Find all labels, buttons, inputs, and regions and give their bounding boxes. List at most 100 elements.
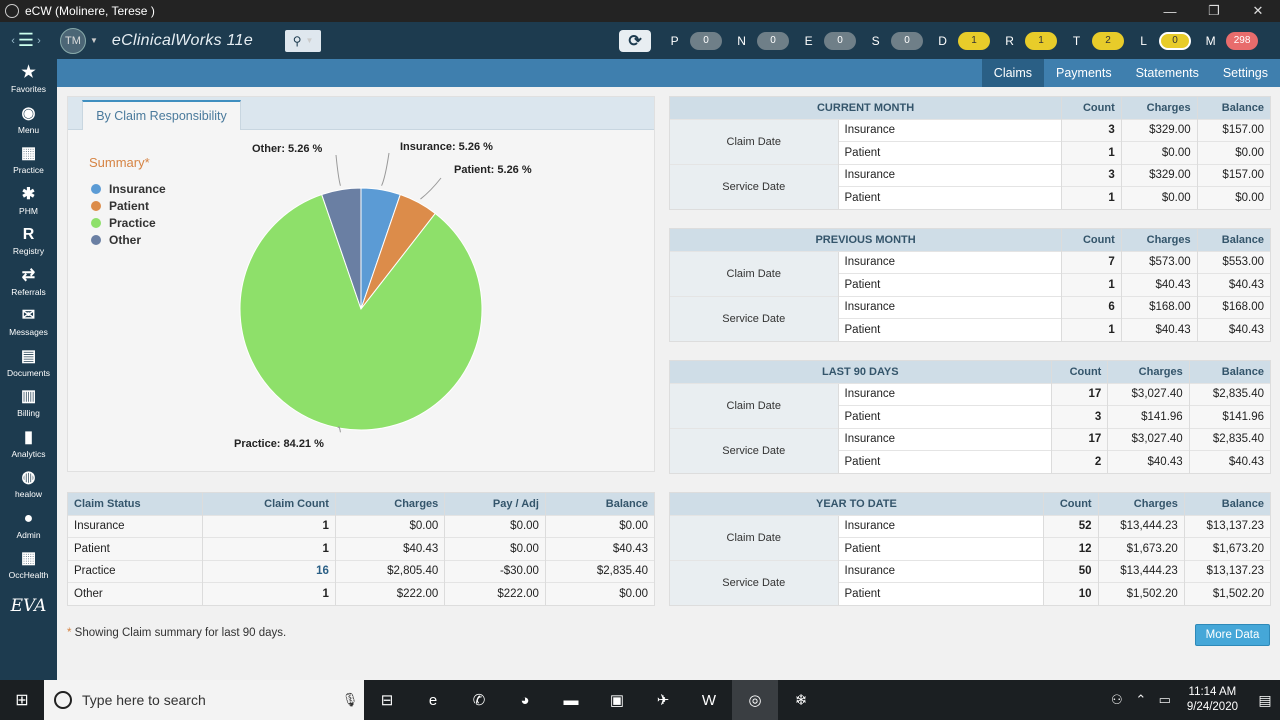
pie-slice-practice[interactable] (239, 193, 483, 431)
snowflake-app-icon[interactable]: ❄ (794, 692, 808, 709)
user-avatar[interactable]: TM (60, 27, 86, 54)
main-content: By Claim Responsibility Summary* Insuran… (57, 87, 1280, 680)
sidebar-item-practice[interactable]: ▦ Practice (0, 140, 57, 181)
claim-status-cell: 1 (202, 582, 336, 605)
period-cell: 17 (1050, 427, 1108, 451)
network-icon[interactable]: ▭ (1158, 692, 1171, 707)
microphone-icon[interactable]: 🎙 (341, 692, 359, 707)
summary-asterisk: * (144, 155, 150, 170)
table-row: Practice 16 $2,805.40 -$30.00 $2,835.40 (68, 559, 654, 583)
sidebar-item-phm[interactable]: ✱ PHM (0, 181, 57, 222)
period-cell: $329.00 (1120, 163, 1198, 187)
sidebar-item-occhealth[interactable]: ▦ OccHealth (0, 545, 57, 586)
period-cell: $40.43 (1196, 273, 1270, 296)
word-icon[interactable]: W (701, 691, 717, 709)
sidebar-item-analytics[interactable]: ▮ Analytics (0, 424, 57, 465)
main-menu-button[interactable]: ‹ ☰ › (0, 22, 52, 59)
pie-chart (239, 152, 483, 433)
messages-icon: ✉ (21, 307, 36, 325)
claim-status-cell: 1 (202, 514, 336, 538)
legend-item-practice: Practice (91, 214, 166, 231)
pie-label-other: Other: 5.26 % (252, 143, 323, 155)
windows-start-button[interactable]: ⊞ (0, 680, 44, 720)
notifications-icon[interactable]: ▤ (1258, 691, 1272, 708)
tab-settings[interactable]: Settings (1222, 66, 1268, 80)
sidebar-item-registry[interactable]: R Registry (0, 221, 57, 262)
table-row: Claim Date Insurance 3 $329.00 $157.00 (670, 118, 1270, 164)
period-col-header: Balance (1196, 229, 1270, 251)
taskbar-search-box[interactable]: Type here to search 🎙 (44, 680, 364, 720)
app-icon[interactable]: ▣ (609, 692, 625, 709)
period-cell: $40.43 (1120, 273, 1198, 296)
jellybean-m[interactable]: M 298 (1203, 31, 1270, 50)
period-row-label: Patient (837, 537, 1044, 560)
sidebar-item-documents[interactable]: ▤ Documents (0, 343, 57, 384)
sidebar-item-menu[interactable]: ◉ Menu (0, 100, 57, 141)
sidebar-item-favorites[interactable]: ★ Favorites (0, 59, 57, 100)
period-cell: $573.00 (1120, 250, 1198, 274)
jellybean-count-badge: 0 (690, 31, 723, 50)
period-col-header: Count (1061, 229, 1122, 251)
table-row: Patient 1 $40.43 $40.43 (670, 318, 1270, 341)
search-input[interactable]: Type here to search (82, 692, 206, 708)
tab-statements[interactable]: Statements (1135, 66, 1199, 80)
claim-status-col-header: Charges (334, 493, 445, 515)
period-col-header: Balance (1188, 361, 1270, 383)
ecw-taskbar-icon[interactable]: ◎ (732, 680, 778, 720)
period-cell: 3 (1061, 163, 1122, 187)
sidebar-item-messages[interactable]: ✉ Messages (0, 302, 57, 343)
task-view-icon[interactable]: ⊟ (380, 692, 394, 709)
tab-by-claim-responsibility[interactable]: By Claim Responsibility (82, 100, 241, 130)
sidebar-item-label: Admin (16, 529, 41, 540)
period-cell: 10 (1042, 582, 1099, 605)
claim-status-cell: -$30.00 (444, 559, 546, 583)
close-button[interactable]: ✕ (1252, 3, 1264, 18)
jellybean-letter: R (1005, 33, 1014, 48)
period-cell: 50 (1042, 559, 1099, 583)
taskbar-clock[interactable]: 11:14 AM 9/24/2020 (1187, 685, 1238, 715)
tab-claims[interactable]: Claims (981, 59, 1044, 87)
snipping-tool-icon[interactable]: ✈ (656, 692, 670, 709)
period-cell: 1 (1061, 273, 1122, 296)
phone-app-icon[interactable]: ✆ (472, 692, 486, 709)
period-cell: $1,673.20 (1097, 537, 1185, 560)
more-data-button[interactable]: More Data (1195, 624, 1270, 646)
claim-status-cell: $2,805.40 (334, 559, 445, 583)
table-row: Claim Date Insurance 17 $3,027.40 $2,835.40 (670, 382, 1270, 428)
refresh-button[interactable]: ⟳ (619, 29, 652, 52)
chrome-icon[interactable]: ◕ (520, 691, 530, 709)
legend-label: Other (109, 232, 142, 247)
jellybean-letter: L (1140, 33, 1147, 48)
maximize-button[interactable]: ❐ (1208, 3, 1220, 18)
claim-status-table: Claim Status Claim Count Charges Pay / Adj B… (67, 492, 655, 606)
period-row-label: Patient (837, 141, 1062, 164)
sidebar-item-admin[interactable]: ● Admin (0, 505, 57, 546)
chevron-down-icon: ▼ (305, 36, 314, 45)
chevron-up-icon[interactable]: ⌃ (1135, 692, 1147, 707)
people-icon[interactable]: ⚇ (1111, 692, 1123, 707)
pie-slice-other[interactable] (321, 187, 362, 310)
sidebar-item-eva[interactable]: EVA (0, 586, 57, 627)
system-tray: ⚇ ⌃ ▭ 11:14 AM 9/24/2020 ▤ (1105, 680, 1280, 720)
period-row-label: Insurance (837, 295, 1062, 319)
patient-lookup-button[interactable]: ⚲ ▼ (285, 29, 322, 52)
claim-responsibility-panel: By Claim Responsibility Summary* Insuran… (67, 96, 655, 472)
sidebar-item-healow[interactable]: ◍ healow (0, 464, 57, 505)
period-cell: 2 (1050, 450, 1108, 473)
edge-icon[interactable]: e (428, 691, 438, 709)
minimize-button[interactable]: — (1163, 3, 1177, 19)
tab-payments[interactable]: Payments (1056, 66, 1112, 80)
sidebar-item-referrals[interactable]: ⇄ Referrals (0, 262, 57, 303)
chevron-down-icon[interactable]: ▼ (90, 36, 98, 45)
file-explorer-icon[interactable]: ▬ (563, 691, 579, 709)
sidebar-item-billing[interactable]: ▥ Billing (0, 383, 57, 424)
period-row-label: Insurance (837, 382, 1052, 406)
